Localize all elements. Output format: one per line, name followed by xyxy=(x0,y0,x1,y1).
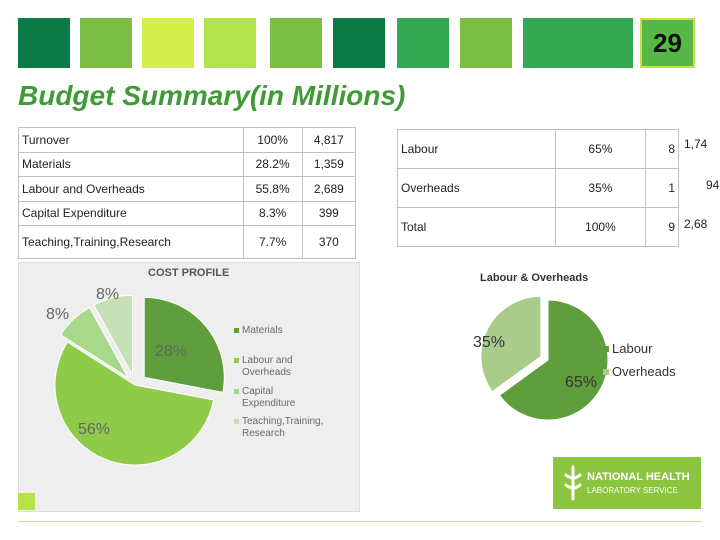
logo-line-2: LABORATORY SERVICE xyxy=(587,486,678,495)
slide-number: 29 xyxy=(640,18,695,68)
cell-percent: 100% xyxy=(554,207,647,247)
logo-line-1: NATIONAL HEALTH xyxy=(587,471,690,483)
cell-label: Labour and Overheads xyxy=(18,176,244,202)
cell-label: Turnover xyxy=(18,127,244,153)
summary-row: Materials 28.2% 1,359 xyxy=(18,151,357,177)
cell-amount: 2,689 xyxy=(301,176,357,202)
cell-label: Capital Expenditure xyxy=(18,200,244,226)
legend-label: Teaching,Training, xyxy=(242,416,324,427)
legend-swatch xyxy=(234,358,239,363)
summary-row: Labour and Overheads 55.8% 2,689 xyxy=(18,176,357,202)
legend-swatch xyxy=(603,369,609,375)
cell-percent: 100% xyxy=(242,127,303,153)
strip-square xyxy=(333,18,385,68)
strip-square xyxy=(523,18,633,68)
cell-amount: 1,359 xyxy=(301,151,357,177)
strip-square xyxy=(460,18,512,68)
cell-percent: 35% xyxy=(554,168,647,208)
footer-line xyxy=(18,521,702,522)
cost-profile-title: COST PROFILE xyxy=(148,267,230,279)
cell-label: Labour xyxy=(397,129,556,169)
legend-label: Materials xyxy=(242,325,283,336)
footer-square xyxy=(18,493,35,510)
overflow-text: 2,68 xyxy=(684,217,708,231)
labour-row: Labour 65% 8 xyxy=(397,129,679,169)
cell-percent: 28.2% xyxy=(242,151,303,177)
strip-square xyxy=(397,18,449,68)
legend-swatch xyxy=(603,346,609,352)
legend-swatch xyxy=(234,389,239,394)
cell-amount: 8 xyxy=(645,129,679,169)
strip-square xyxy=(142,18,194,68)
labour-overheads-chart-title: Labour & Overheads xyxy=(480,272,589,284)
labour-row: Total 100% 9 xyxy=(397,207,679,247)
nhls-emblem-icon xyxy=(564,465,582,501)
page-title: Budget Summary(in Millions) xyxy=(18,80,406,111)
legend-label: Overheads xyxy=(612,364,676,379)
overflow-text: 1,74 xyxy=(684,137,708,151)
cell-amount: 370 xyxy=(301,225,357,259)
strip-square xyxy=(204,18,256,68)
cell-label: Materials xyxy=(18,151,244,177)
cell-amount: 9 xyxy=(645,207,679,247)
strip-square xyxy=(80,18,132,68)
legend-label: Overheads xyxy=(242,367,291,378)
cell-label: Overheads xyxy=(397,168,556,208)
legend-label: Labour and xyxy=(242,355,293,366)
cell-amount: 1 xyxy=(645,168,679,208)
cell-percent: 8.3% xyxy=(242,200,303,226)
legend-label: Capital xyxy=(242,386,274,397)
strip-square xyxy=(18,18,70,68)
cell-label: Teaching,Training,Research xyxy=(18,225,244,259)
summary-row: Teaching,Training,Research 7.7% 370 xyxy=(18,225,357,259)
summary-row: Capital Expenditure 8.3% 399 xyxy=(18,200,357,226)
legend-label: Labour xyxy=(612,341,653,356)
legend-label: Expenditure xyxy=(242,398,296,409)
overflow-text: 94 xyxy=(706,178,720,192)
cell-percent: 55.8% xyxy=(242,176,303,202)
pie-value-label: 65% xyxy=(565,374,597,391)
pie-slice xyxy=(498,299,609,421)
legend-swatch xyxy=(234,328,239,333)
cell-amount: 399 xyxy=(301,200,357,226)
summary-row: Turnover 100% 4,817 xyxy=(18,127,357,153)
pie-slice xyxy=(480,295,542,393)
cell-label: Total xyxy=(397,207,556,247)
labour-row: Overheads 35% 1 xyxy=(397,168,679,208)
cell-percent: 65% xyxy=(554,129,647,169)
strip-square xyxy=(270,18,322,68)
cell-amount: 4,817 xyxy=(301,127,357,153)
cost-profile-chart-area xyxy=(18,262,360,512)
budget-summary-table: Turnover 100% 4,817 Materials 28.2% 1,359 Labo… xyxy=(18,127,357,259)
labour-overheads-table: Labour 65% 8 Overheads 35% 1 Total 100% 9 xyxy=(397,129,679,247)
cell-percent: 7.7% xyxy=(242,225,303,259)
legend-label: Research xyxy=(242,428,285,439)
nhls-logo: NATIONAL HEALTH LABORATORY SERVICE xyxy=(553,457,701,509)
pie-value-label: 35% xyxy=(473,334,505,351)
legend-swatch xyxy=(234,419,239,424)
